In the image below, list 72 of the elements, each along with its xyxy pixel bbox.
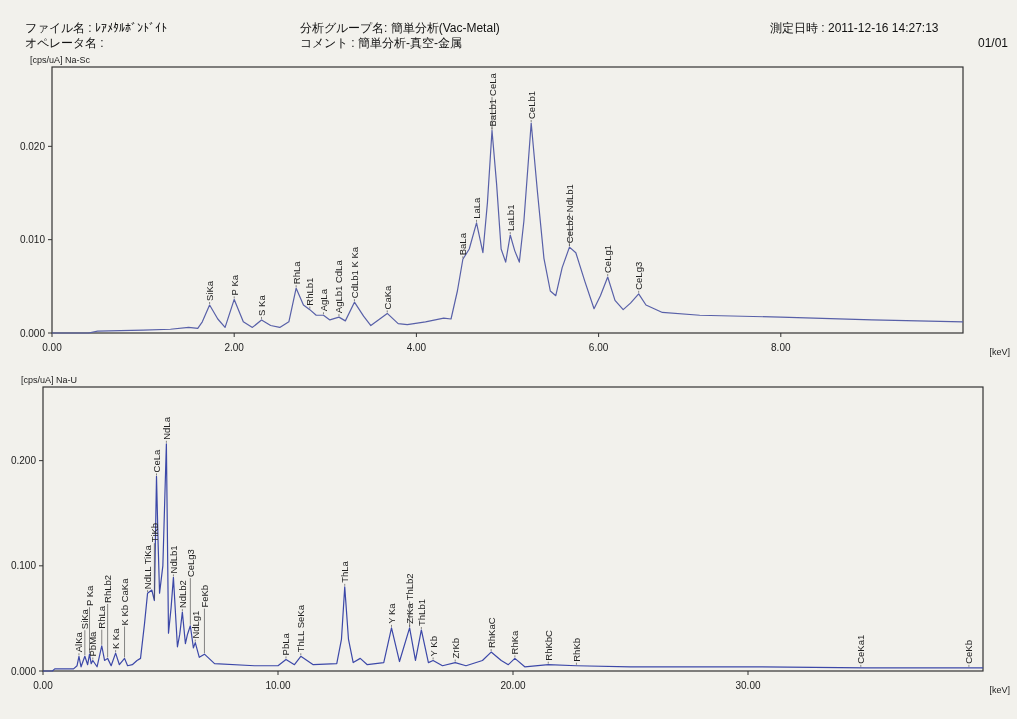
- annotation: CaKa: [381, 284, 393, 310]
- x-tick-label: 8.00: [771, 342, 791, 353]
- y-tick-label: 0.010: [19, 234, 46, 246]
- annotation: PbLa: [280, 632, 292, 656]
- annotation: CdLb1 K Ka: [348, 246, 360, 299]
- annotation: NdLL TiKa: [142, 544, 154, 590]
- annotation: SiKa: [204, 280, 216, 301]
- annotation: ThLa: [339, 560, 351, 583]
- annotation: ThLb1: [415, 599, 427, 626]
- annotation: CeLa: [486, 72, 498, 96]
- annotation: LaLa: [471, 197, 483, 219]
- annotation: CeLb1: [525, 91, 537, 119]
- x-tick-label: 0.00: [42, 342, 63, 353]
- annotation: RhKa: [509, 629, 521, 655]
- annotation: CeLb2: [563, 215, 575, 244]
- annotation: NdLb1: [563, 184, 575, 213]
- annotation: Y Ka: [386, 602, 397, 624]
- annotation: RhKb: [570, 637, 582, 662]
- x-tick-label: 6.00: [588, 342, 609, 353]
- y-tick-label: 0.200: [10, 455, 37, 467]
- annotation: RhLb1: [304, 277, 316, 306]
- y-axis-title: [cps/uA] Na-U: [21, 375, 78, 385]
- x-tick-label: 0.00: [33, 680, 54, 691]
- x-axis-title: [keV]: [989, 685, 1010, 695]
- annotation: NdLg1: [189, 610, 201, 639]
- header: ファイル名 : ﾚｱﾒﾀﾙﾎﾞﾝﾄﾞｲﾄ オペレータ名 : 分析グループ名: 簡単分析(Vac-Metal) コメント : 簡単分析-真空-金属 測定日時 : 2011-12-16 14:27:13 01/01: [25, 21, 1008, 50]
- annotation: PbMa: [87, 630, 99, 657]
- annotation: K Kb CaKa: [119, 577, 131, 626]
- annotation: FeKb: [198, 584, 210, 608]
- x-tick-label: 20.00: [500, 680, 526, 691]
- annotation: ThLb2: [404, 573, 416, 601]
- annotation: RhKaC: [485, 617, 497, 649]
- annotation: AlKa: [73, 631, 85, 653]
- x-tick-label: 10.00: [265, 680, 291, 691]
- annotation: CeKb: [963, 640, 975, 664]
- annotation: RhLa: [290, 260, 302, 285]
- annotation: CeLg3: [184, 549, 196, 578]
- y-tick-label: 0.000: [10, 665, 37, 677]
- annotation: ZrKb: [449, 638, 461, 659]
- annotation: RhLa: [96, 605, 108, 629]
- annotation: CeLg1: [602, 245, 614, 273]
- annotation: S Ka: [256, 294, 268, 316]
- x-tick-label: 4.00: [406, 342, 427, 353]
- annotation: K Ka: [110, 627, 122, 650]
- annotation: P Ka: [228, 274, 240, 296]
- annotation: AgLa: [317, 288, 329, 312]
- annotation: ZrKa: [404, 602, 416, 624]
- annotation: ThLL SeKa: [295, 604, 307, 653]
- y-tick-label: 0.000: [19, 327, 46, 339]
- annotation: Y Kb: [427, 636, 439, 657]
- annotation: CeLa: [151, 448, 162, 473]
- x-tick-label: 2.00: [224, 342, 245, 353]
- line-series: [42, 443, 984, 672]
- y-tick-label: 0.100: [10, 560, 37, 572]
- annotation: BaLa: [457, 232, 469, 256]
- annotation: NdLa: [160, 416, 172, 440]
- x-axis-title: [keV]: [989, 347, 1010, 357]
- annotation: LaLb1: [504, 204, 516, 231]
- annotation: CeKa1: [855, 634, 867, 664]
- annotation: NdLb2: [176, 580, 188, 609]
- annotation: RhKbC: [542, 629, 554, 661]
- annotation: SiKa: [79, 608, 91, 630]
- annotation: P Ka: [84, 584, 96, 607]
- annotation: NdLb1: [167, 545, 179, 574]
- y-axis-title: [cps/uA] Na-Sc: [30, 55, 91, 65]
- annotation: BaLb1: [486, 98, 498, 127]
- annotation: AgLb1 CdLa: [333, 259, 345, 314]
- annotation: RhLb2: [102, 574, 114, 603]
- y-tick-label: 0.020: [19, 140, 46, 152]
- annotation: TiKb: [148, 522, 160, 543]
- x-tick-label: 30.00: [735, 680, 761, 691]
- annotation: CeLg3: [633, 261, 645, 290]
